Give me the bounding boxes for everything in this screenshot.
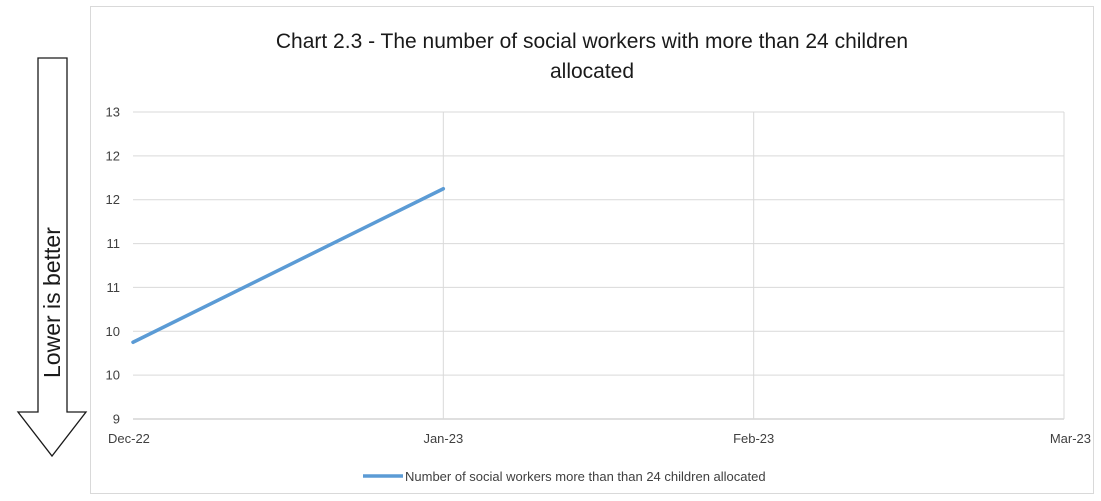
series-line [131, 187, 446, 344]
y-tick-label: 10 [106, 368, 120, 383]
y-tick-label: 11 [107, 280, 121, 295]
chart-title-line-1: Chart 2.3 - The number of social workers… [275, 30, 909, 53]
chart-area [90, 6, 1094, 494]
lower-is-better-label: Lower is better [39, 227, 65, 378]
y-tick-label: 12 [106, 192, 120, 207]
x-tick-label: Mar-23 [1050, 431, 1091, 446]
y-tick-label: 11 [107, 236, 121, 251]
y-tick-label: 9 [113, 412, 120, 427]
legend-label: Number of social workers more than than … [405, 469, 766, 484]
down-arrow-icon: Lower is better [16, 57, 88, 458]
y-tick-label: 12 [106, 148, 120, 163]
legend: Number of social workers more than than … [363, 469, 766, 484]
y-axis-ticks: 9 10 10 11 11 12 12 13 [106, 105, 120, 427]
gridlines [133, 111, 1065, 420]
x-axis-ticks: Dec-22 Jan-23 Feb-23 Mar-23 [108, 431, 1091, 446]
y-tick-label: 13 [106, 105, 120, 120]
chart-title-line-2: allocated [549, 60, 635, 83]
y-tick-label: 10 [106, 324, 120, 339]
x-tick-label: Feb-23 [733, 431, 774, 446]
x-tick-label: Jan-23 [423, 431, 463, 446]
series-layer [131, 187, 446, 344]
x-tick-label: Dec-22 [108, 431, 150, 446]
